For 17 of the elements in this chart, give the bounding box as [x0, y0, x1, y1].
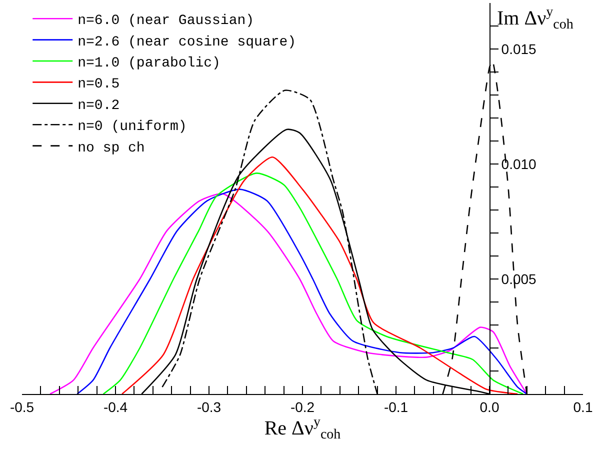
legend-label: n=1.0 (parabolic)	[78, 55, 220, 72]
x-tick-label: -0.2	[290, 398, 315, 415]
legend-label: no sp ch	[78, 140, 145, 156]
y-tick-label: 0.010	[501, 156, 537, 172]
x-tick-label: -0.1	[384, 398, 408, 415]
x-tick-label: -0.3	[196, 398, 222, 415]
x-tick-label: -0.5	[10, 398, 34, 415]
legend-label: n=0 (uniform)	[78, 119, 187, 136]
y-tick-label: 0.015	[501, 40, 537, 57]
x-tick-label: -0.4	[103, 398, 128, 415]
legend-label: n=0.5	[78, 76, 120, 93]
y-tick-label: 0.005	[501, 270, 537, 287]
legend-label: n=2.6 (near cosine square)	[78, 34, 296, 50]
x-tick-label: 0.1	[573, 398, 593, 415]
legend-label: n=6.0 (near Gaussian)	[78, 13, 254, 30]
x-tick-label: 0.0	[480, 398, 500, 415]
legend-label: n=0.2	[78, 98, 120, 114]
